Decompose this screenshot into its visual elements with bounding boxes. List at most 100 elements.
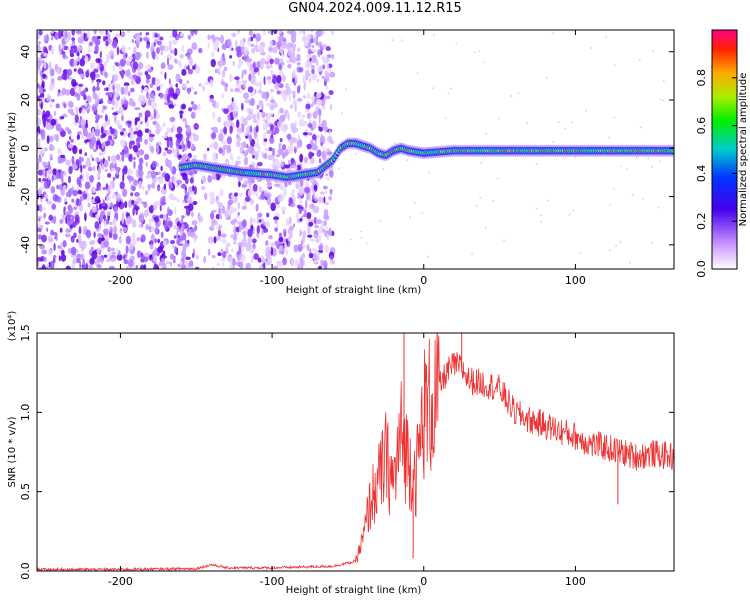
heatmap-cell <box>243 92 249 100</box>
heatmap-cell <box>106 210 112 216</box>
heatmap-cell <box>190 100 194 105</box>
heatmap-cell <box>619 165 622 168</box>
heatmap-cell <box>152 31 155 39</box>
heatmap-cell <box>612 187 615 190</box>
heatmap-cell <box>237 212 240 216</box>
heatmap-cell <box>281 74 286 82</box>
heatmap-cell <box>162 121 166 128</box>
heatmap-cell <box>53 231 58 236</box>
heatmap-cell <box>325 46 331 52</box>
heatmap-cell <box>305 204 308 209</box>
heatmap-cell <box>311 69 315 74</box>
heatmap-cell <box>90 154 93 159</box>
heatmap-cell <box>308 151 313 160</box>
heatmap-cell <box>277 260 284 268</box>
heatmap-cell <box>241 72 244 80</box>
heatmap-cell <box>230 108 234 113</box>
heatmap-cell <box>144 70 149 76</box>
heatmap-cell <box>164 45 170 52</box>
heatmap-cell <box>105 53 111 63</box>
heatmap-cell <box>306 54 312 59</box>
heatmap-cell <box>73 68 77 72</box>
heatmap-cell <box>136 142 139 146</box>
heatmap-cell <box>94 128 101 137</box>
heatmap-cell <box>293 244 299 253</box>
heatmap-cell <box>284 109 289 114</box>
heatmap-cell <box>181 140 184 149</box>
heatmap-cell <box>95 86 101 91</box>
heatmap-cell <box>243 46 248 56</box>
heatmap-cell <box>217 116 222 123</box>
heatmap-cell <box>56 184 60 190</box>
heatmap-cell <box>132 46 137 54</box>
heatmap-cell <box>44 76 48 80</box>
heatmap-cell <box>182 173 188 181</box>
heatmap-cell <box>304 187 310 194</box>
heatmap-cell <box>138 180 143 189</box>
heatmap-cell <box>406 159 409 161</box>
heatmap-cell <box>261 228 264 236</box>
heatmap-cell <box>232 257 236 267</box>
heatmap-cell <box>105 92 110 96</box>
heatmap-cell <box>90 186 97 194</box>
heatmap-cell <box>120 86 125 96</box>
heatmap-cell <box>266 129 273 135</box>
heatmap-cell <box>101 202 106 207</box>
heatmap-cell <box>292 137 297 144</box>
heatmap-cell <box>251 74 254 79</box>
heatmap-cell <box>264 221 271 228</box>
heatmap-cell <box>185 207 191 216</box>
heatmap-cell <box>173 224 176 230</box>
heatmap-cell <box>77 56 80 62</box>
heatmap-cell <box>243 82 247 88</box>
colorbar-tick-label: 0.6 <box>695 117 708 135</box>
heatmap-cell <box>184 119 188 128</box>
heatmap-cell <box>61 44 65 50</box>
y-tick-label: -40 <box>19 236 32 254</box>
heatmap-cell <box>184 256 191 260</box>
heatmap-cell <box>249 62 253 71</box>
heatmap-cell <box>237 64 242 70</box>
heatmap-cell <box>651 241 654 244</box>
heatmap-cell <box>662 79 665 82</box>
heatmap-cell <box>83 264 87 269</box>
heatmap-cell <box>259 61 264 70</box>
heatmap-cell <box>267 79 273 85</box>
heatmap-cell <box>198 83 202 87</box>
heatmap-cell <box>247 86 254 93</box>
heatmap-cell <box>564 127 566 130</box>
heatmap-cell <box>91 205 97 213</box>
heatmap-cell <box>209 94 214 100</box>
x-axis-label: Height of straight line (km) <box>286 285 422 296</box>
heatmap-cell <box>127 90 131 97</box>
heatmap-cell <box>96 255 102 263</box>
heatmap-cell <box>43 46 48 55</box>
heatmap-cell <box>102 123 108 128</box>
heatmap-cell <box>180 264 187 269</box>
heatmap-cell <box>253 131 258 139</box>
heatmap-cell <box>320 141 323 147</box>
heatmap-cell <box>44 221 50 225</box>
heatmap-cell <box>311 248 317 252</box>
heatmap-cell <box>70 246 77 256</box>
heatmap-cell <box>115 119 120 126</box>
y-tick-label: 40 <box>19 45 32 59</box>
heatmap-cell <box>46 33 49 42</box>
heatmap-cell <box>104 71 108 78</box>
heatmap-cell <box>156 171 161 175</box>
heatmap-cell <box>197 103 201 112</box>
heatmap-cell <box>62 53 66 59</box>
heatmap-cell <box>76 134 81 140</box>
heatmap-cell <box>608 136 611 139</box>
heatmap-cell <box>231 32 237 38</box>
heatmap-cell <box>78 107 82 114</box>
heatmap-cell <box>65 159 71 166</box>
heatmap-cell <box>134 51 141 61</box>
heatmap-cell <box>318 30 323 37</box>
heatmap-cell <box>66 228 73 232</box>
heatmap-cell <box>50 260 55 269</box>
heatmap-cell <box>282 144 287 151</box>
heatmap-cell <box>213 141 219 150</box>
heatmap-cell <box>68 206 74 214</box>
heatmap-cell <box>184 64 187 70</box>
